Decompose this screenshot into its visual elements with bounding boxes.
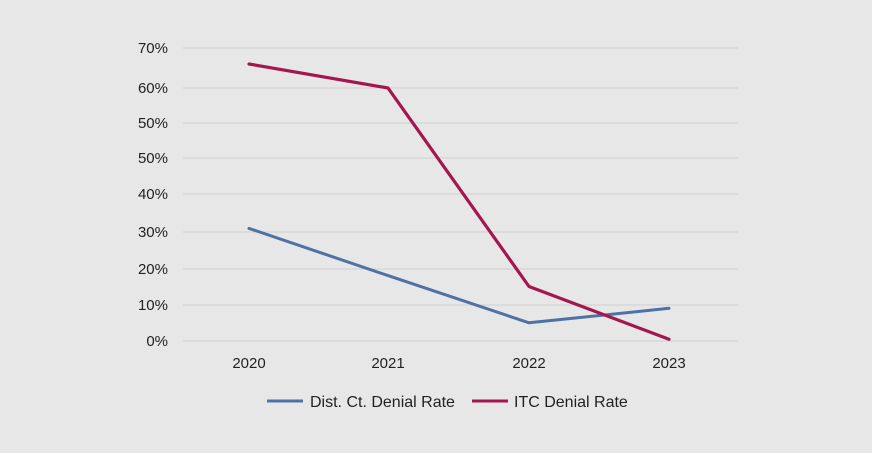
gridlines	[183, 47, 738, 342]
y-tick-label: 50%	[138, 150, 168, 167]
legend-item: Dist. Ct. Denial Rate	[267, 394, 455, 411]
legend-item: ITC Denial Rate	[472, 394, 628, 411]
y-tick-label: 60%	[138, 80, 168, 97]
x-tick-label: 2021	[371, 355, 404, 372]
series-lines	[247, 62, 671, 341]
x-tick-label: 2023	[652, 355, 685, 372]
x-axis-tick-labels: 2020 2021 2022 2023	[232, 355, 685, 372]
y-tick-label: 30%	[138, 224, 168, 241]
series-line-1	[247, 226, 671, 325]
y-axis-tick-labels: 0% 10% 20% 30% 40% 50% 50% 60% 70%	[138, 40, 168, 350]
y-tick-label: 0%	[146, 333, 168, 350]
legend-label: Dist. Ct. Denial Rate	[310, 394, 455, 411]
y-tick-label: 20%	[138, 261, 168, 278]
y-tick-label: 10%	[138, 297, 168, 314]
y-tick-label: 70%	[138, 40, 168, 57]
y-tick-label: 50%	[138, 115, 168, 132]
series-line-2	[247, 62, 671, 341]
x-tick-label: 2022	[512, 355, 545, 372]
x-tick-label: 2020	[232, 355, 265, 372]
y-tick-label: 40%	[138, 186, 168, 203]
legend: Dist. Ct. Denial Rate ITC Denial Rate	[267, 394, 628, 411]
legend-label: ITC Denial Rate	[514, 394, 628, 411]
